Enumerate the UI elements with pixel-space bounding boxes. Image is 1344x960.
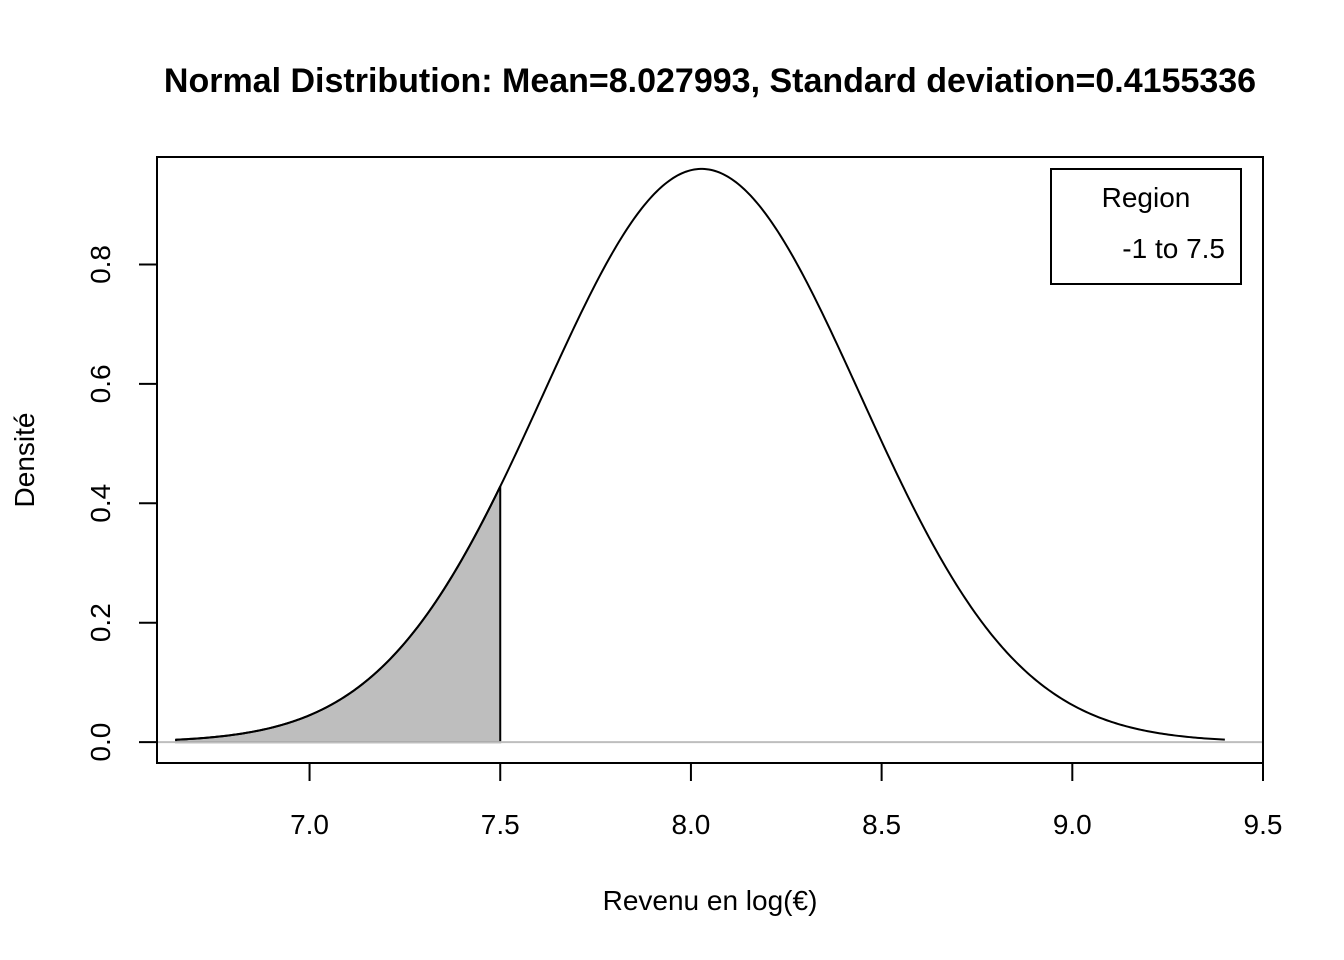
legend: Region -1 to 7.5	[1050, 168, 1242, 285]
x-tick-label: 8.0	[671, 809, 710, 840]
x-axis-label: Revenu en log(€)	[603, 885, 818, 916]
y-tick-label: 0.2	[85, 603, 116, 642]
plot-area	[157, 167, 1263, 744]
y-tick-label: 0.4	[85, 484, 116, 523]
y-tick-label: 0.6	[85, 364, 116, 403]
x-tick-label: 9.0	[1053, 809, 1092, 840]
legend-entry: -1 to 7.5	[1122, 233, 1225, 264]
chart-title: Normal Distribution: Mean=8.027993, Stan…	[164, 62, 1256, 100]
density-curve	[176, 167, 1225, 741]
x-tick-label: 7.5	[481, 809, 520, 840]
y-axis: 0.0 0.2 0.4 0.6 0.8	[85, 245, 158, 762]
y-axis-label: Densité	[9, 413, 40, 508]
x-tick-label: 9.5	[1244, 809, 1283, 840]
legend-title: Region	[1102, 182, 1191, 213]
shaded-region	[175, 485, 502, 744]
legend-box	[1050, 168, 1242, 285]
x-tick-label: 7.0	[290, 809, 329, 840]
x-axis: 7.0 7.5 8.0 8.5 9.0 9.5	[290, 762, 1283, 840]
x-tick-label: 8.5	[862, 809, 901, 840]
y-tick-label: 0.8	[85, 245, 116, 284]
y-tick-label: 0.0	[85, 723, 116, 762]
